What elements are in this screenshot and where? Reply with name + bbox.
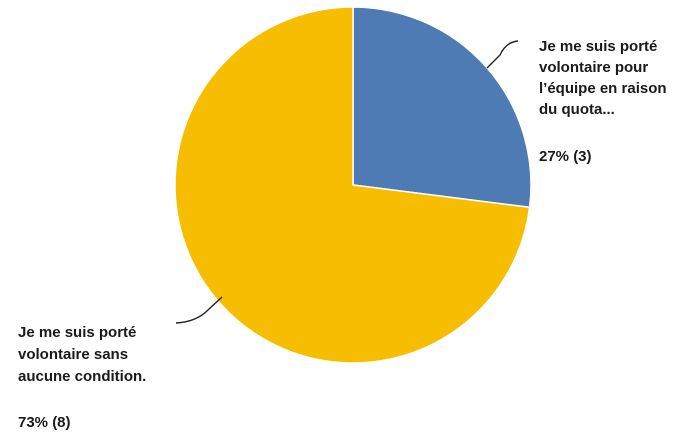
slice-1-leader-line <box>175 296 223 324</box>
slice-0-leader-line <box>486 40 519 69</box>
pie-slice-1 <box>174 6 531 364</box>
slice-0-value: 27% (3) <box>539 148 592 165</box>
slice-1-value: 73% (8) <box>18 414 71 431</box>
slice-0-label: Je me suis porté volontaire pour l’équip… <box>539 38 671 118</box>
pie-slices <box>174 6 532 364</box>
pie-slice-0 <box>352 6 532 209</box>
slice-1-label: Je me suis porté volontaire sans aucune … <box>18 324 146 385</box>
